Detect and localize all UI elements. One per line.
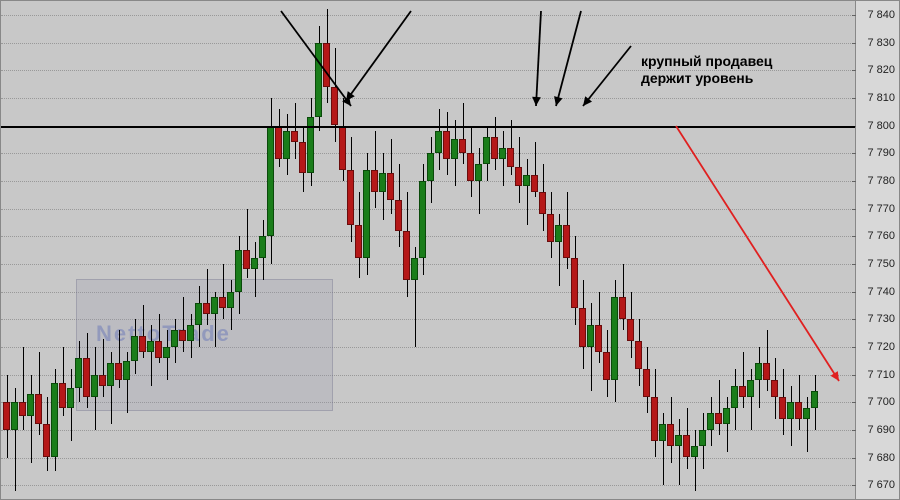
price-chart: 7 670 7 680 7 690 7 700 7 710 7 720 7 730 7 740… [0, 0, 900, 500]
y-tick-label: 7 760 [867, 230, 895, 242]
y-tick-label: 7 780 [867, 175, 895, 187]
annotation-line1: крупный продавец [641, 53, 772, 70]
y-tick-label: 7 710 [867, 369, 895, 381]
y-tick-label: 7 800 [867, 120, 895, 132]
y-tick-label: 7 770 [867, 203, 895, 215]
y-tick-label: 7 730 [867, 313, 895, 325]
y-tick-label: 7 750 [867, 258, 895, 270]
y-tick-label: 7 670 [867, 479, 895, 491]
y-tick-label: 7 840 [867, 9, 895, 21]
y-tick-label: 7 790 [867, 147, 895, 159]
annotation-line2: держит уровень [641, 70, 772, 87]
y-axis: 7 670 7 680 7 690 7 700 7 710 7 720 7 730 7 740… [855, 1, 899, 499]
seller-annotation: крупный продавецдержит уровень [641, 53, 772, 87]
y-tick-label: 7 700 [867, 396, 895, 408]
y-tick-label: 7 720 [867, 341, 895, 353]
y-tick-label: 7 810 [867, 92, 895, 104]
y-tick-label: 7 820 [867, 64, 895, 76]
y-tick-label: 7 680 [867, 452, 895, 464]
y-tick-label: 7 830 [867, 37, 895, 49]
y-tick-label: 7 690 [867, 424, 895, 436]
y-tick-label: 7 740 [867, 286, 895, 298]
